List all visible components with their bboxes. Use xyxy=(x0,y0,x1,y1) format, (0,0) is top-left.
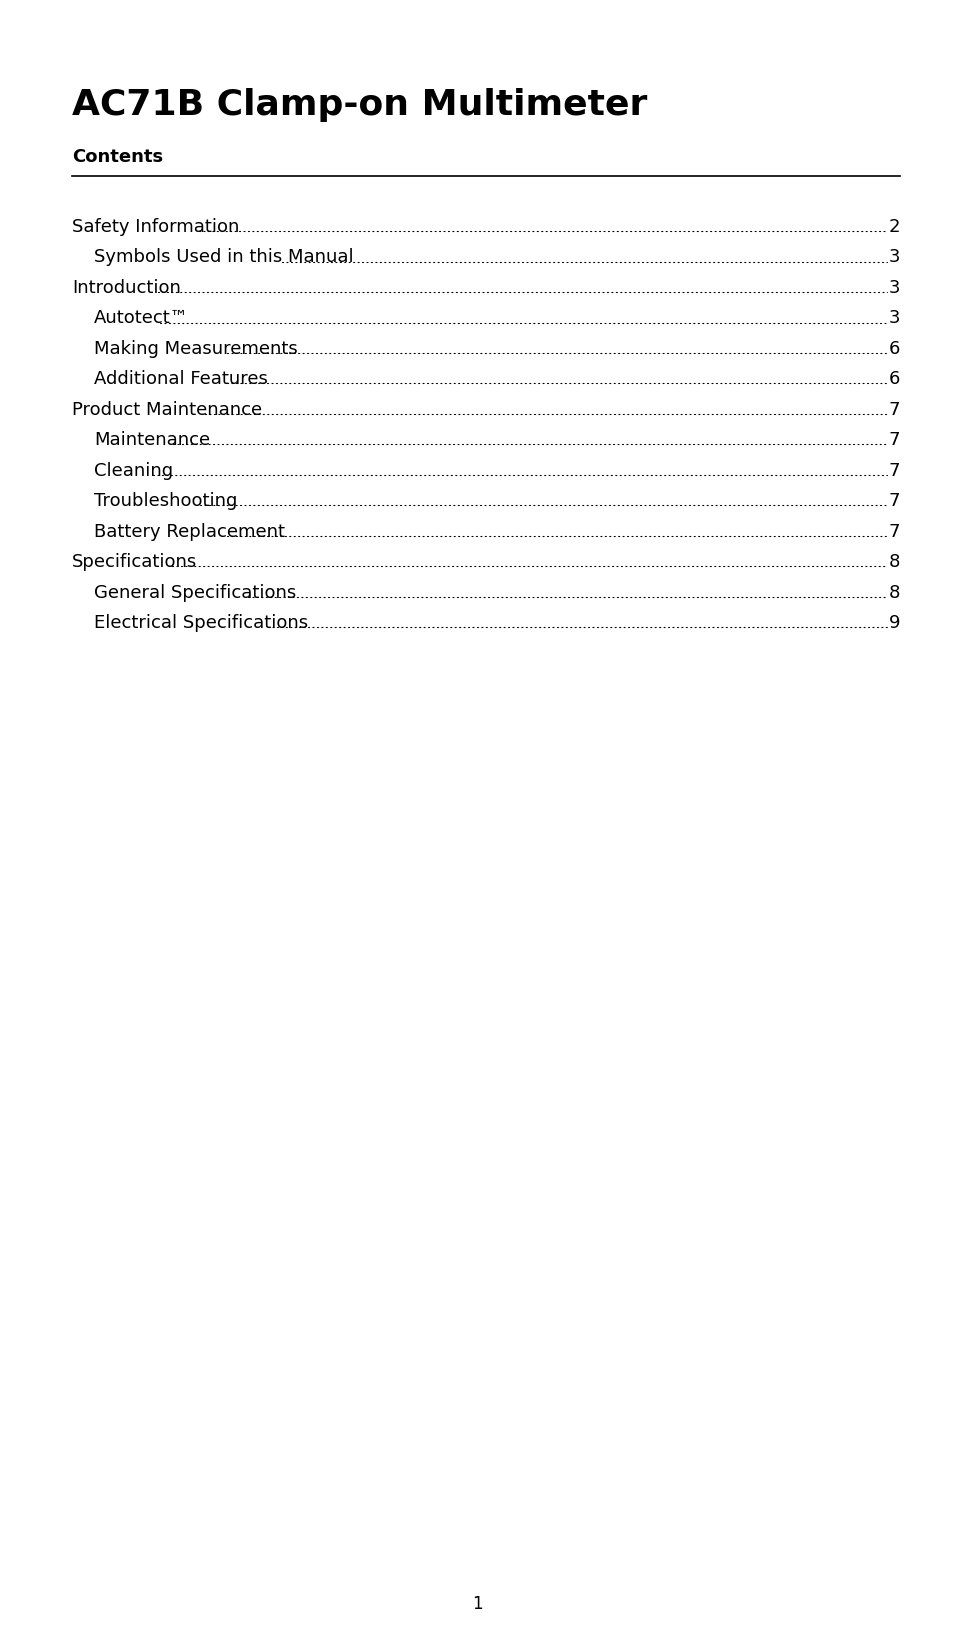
Text: 8: 8 xyxy=(887,583,899,602)
Text: General Specifications: General Specifications xyxy=(94,583,296,602)
Text: Battery Replacement: Battery Replacement xyxy=(94,522,285,541)
Text: Symbols Used in this Manual: Symbols Used in this Manual xyxy=(94,249,354,267)
Text: 7: 7 xyxy=(887,432,899,450)
Text: Cleaning: Cleaning xyxy=(94,461,172,480)
Text: Electrical Specifications: Electrical Specifications xyxy=(94,615,308,633)
Text: Maintenance: Maintenance xyxy=(94,432,210,450)
Text: Making Measurements: Making Measurements xyxy=(94,339,297,358)
Text: 3: 3 xyxy=(887,279,899,297)
Text: Contents: Contents xyxy=(71,148,163,166)
Text: 8: 8 xyxy=(887,554,899,572)
Text: 7: 7 xyxy=(887,400,899,419)
Text: 3: 3 xyxy=(887,310,899,328)
Text: Autotect™: Autotect™ xyxy=(94,310,189,328)
Text: Specifications: Specifications xyxy=(71,554,197,572)
Text: Product Maintenance: Product Maintenance xyxy=(71,400,262,419)
Text: Additional Features: Additional Features xyxy=(94,371,268,389)
Text: 1: 1 xyxy=(471,1595,482,1613)
Text: 2: 2 xyxy=(887,218,899,236)
Text: AC71B Clamp-on Multimeter: AC71B Clamp-on Multimeter xyxy=(71,87,647,122)
Text: 7: 7 xyxy=(887,493,899,511)
Text: Safety Information: Safety Information xyxy=(71,218,239,236)
Text: 3: 3 xyxy=(887,249,899,267)
Text: 9: 9 xyxy=(887,615,899,633)
Text: Introduction: Introduction xyxy=(71,279,181,297)
Text: 6: 6 xyxy=(887,339,899,358)
Text: 6: 6 xyxy=(887,371,899,389)
Text: 7: 7 xyxy=(887,522,899,541)
Text: 7: 7 xyxy=(887,461,899,480)
Text: Troubleshooting: Troubleshooting xyxy=(94,493,237,511)
